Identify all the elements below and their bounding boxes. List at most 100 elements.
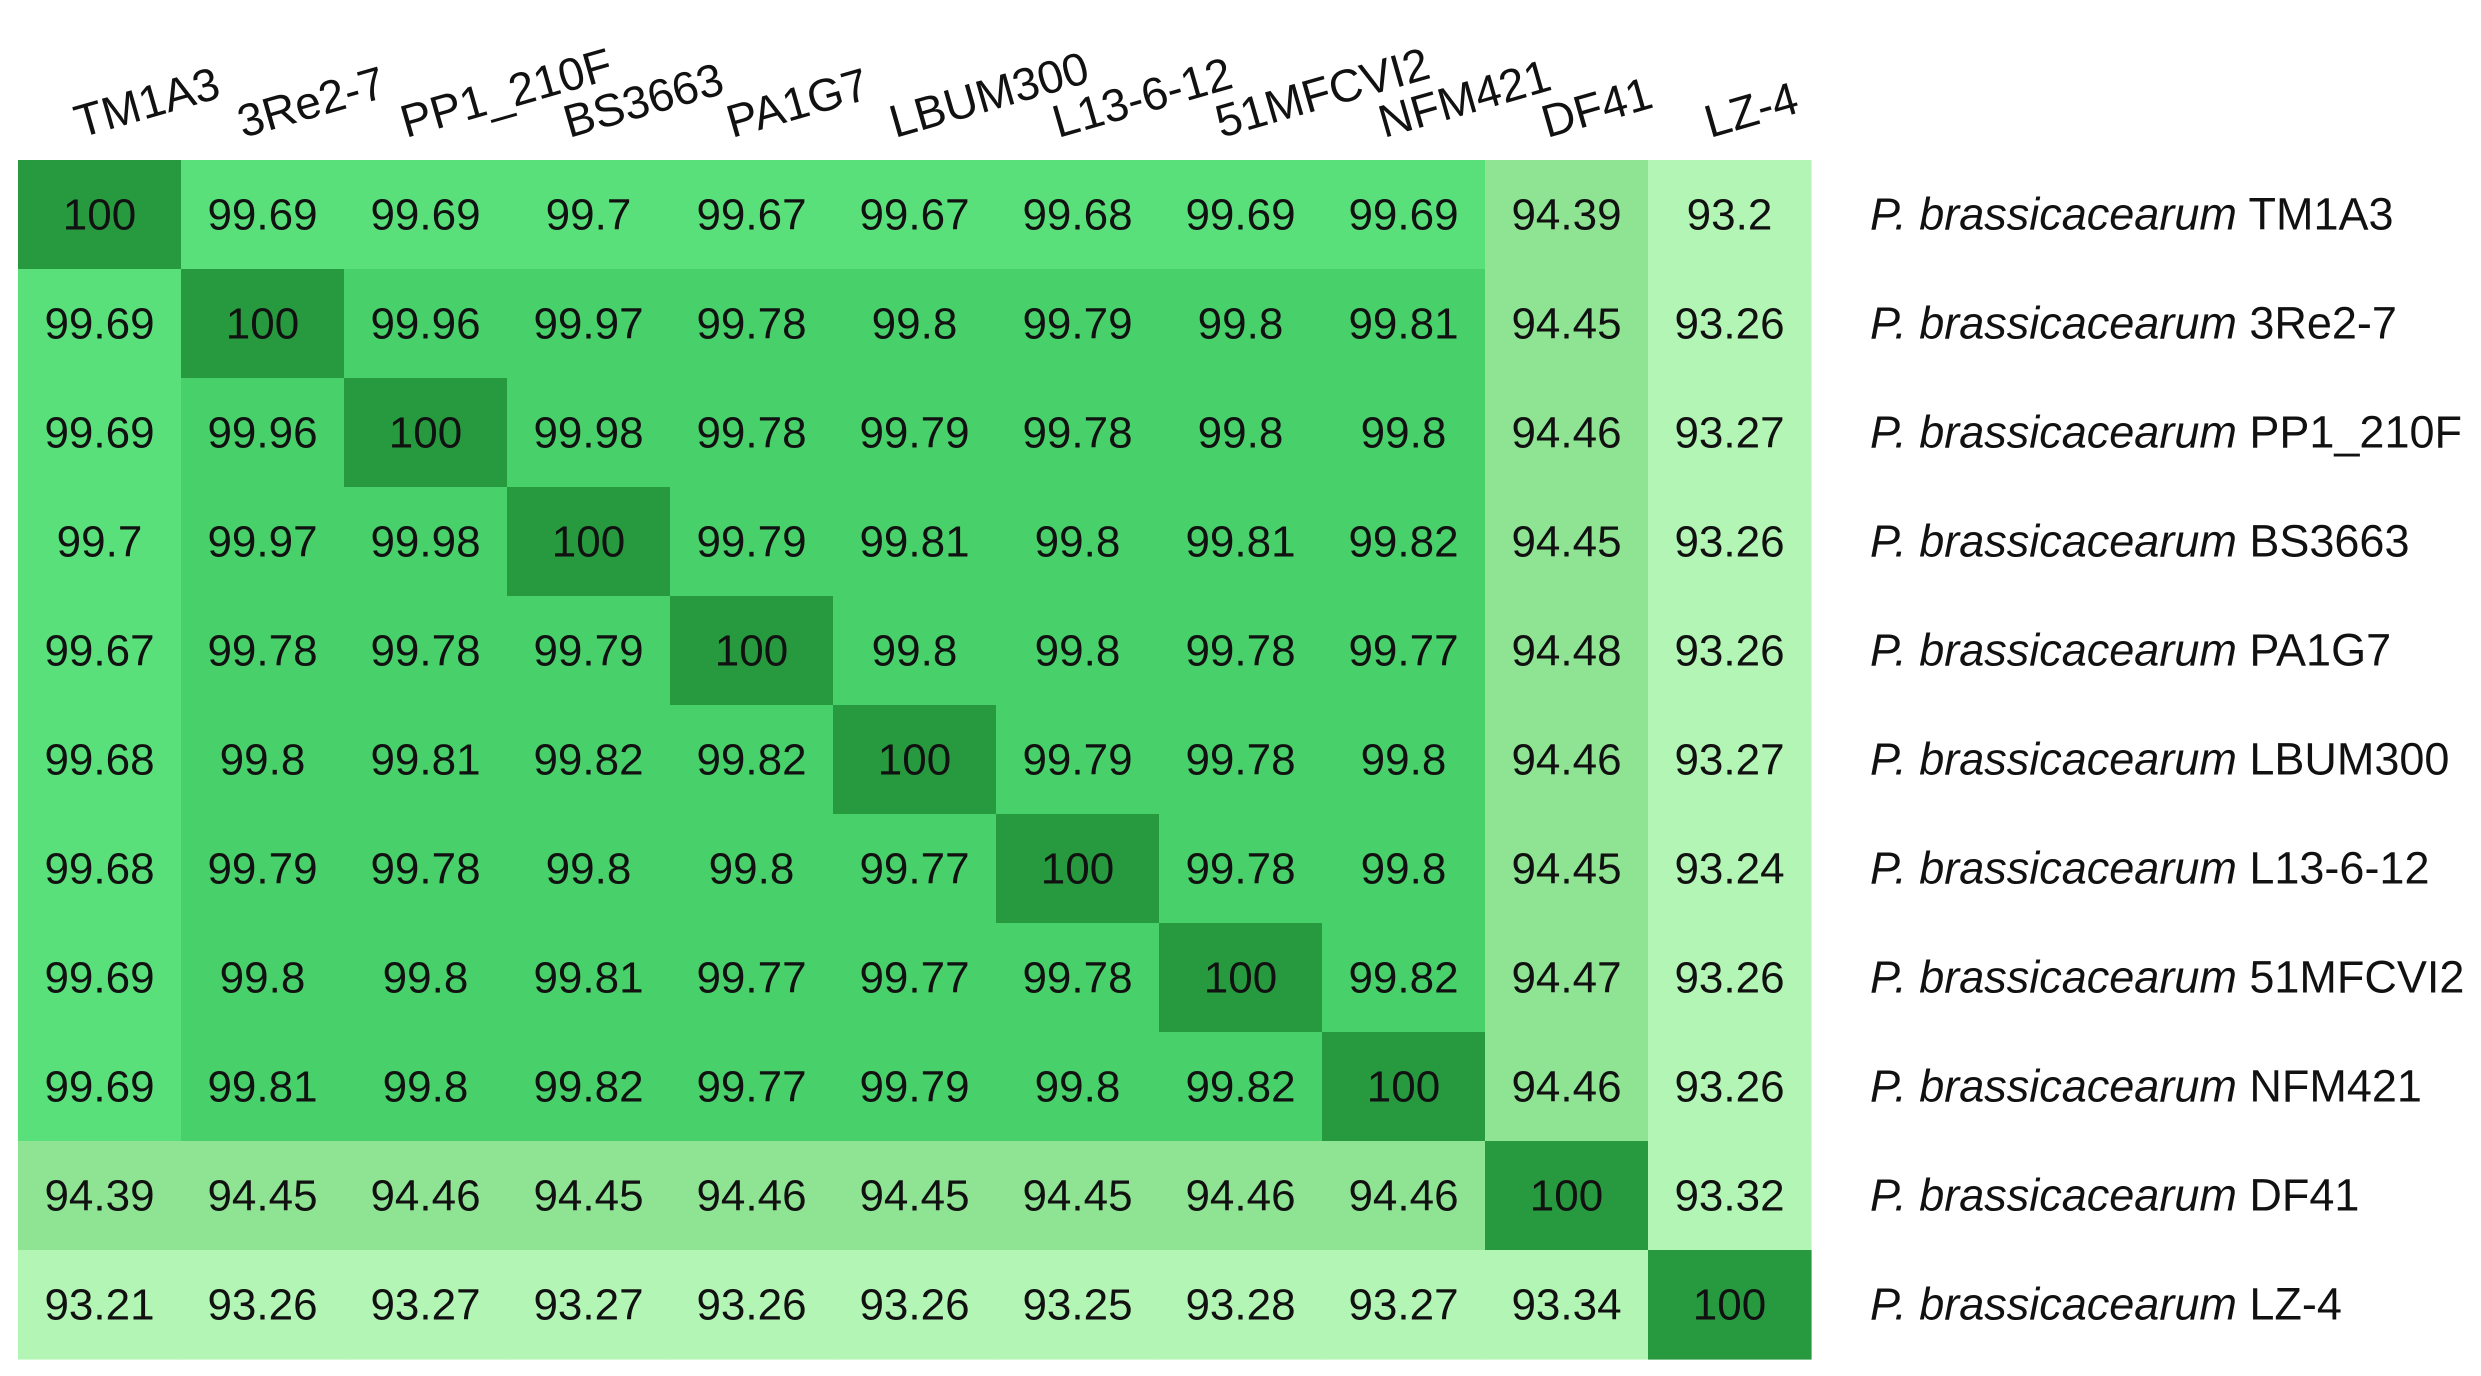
row-label-genus: P. brassicacearum	[1870, 734, 2237, 785]
cell-value: 99.98	[370, 518, 480, 567]
heatmap-cell	[1322, 1141, 1486, 1251]
cell-value: 93.32	[1674, 1172, 1784, 1221]
heatmap-cell	[344, 814, 508, 924]
cell-value: 99.68	[1022, 191, 1132, 240]
heatmap-cell	[18, 596, 182, 706]
cell-value: 94.45	[1022, 1172, 1132, 1221]
cell-value: 100	[1041, 845, 1114, 894]
heatmap-cell	[1322, 487, 1486, 597]
cell-value: 93.27	[1674, 736, 1784, 785]
cell-value: 99.78	[1185, 627, 1295, 676]
cell-value: 99.8	[1035, 627, 1121, 676]
heatmap-cell	[181, 596, 345, 706]
row-label-strain: L13-6-12	[2237, 843, 2430, 894]
heatmap-cell	[181, 487, 345, 597]
row-label-strain: DF41	[2237, 1170, 2360, 1221]
cell-value: 99.69	[44, 954, 154, 1003]
heatmap-cell	[18, 160, 182, 270]
cell-value: 100	[63, 191, 136, 240]
heatmap-cell	[1485, 269, 1649, 379]
heatmap-cell	[1322, 923, 1486, 1033]
heatmap-cell	[996, 269, 1160, 379]
heatmap-cell	[996, 705, 1160, 815]
heatmap-cell	[1159, 1141, 1323, 1251]
heatmap-cell	[670, 160, 834, 270]
heatmap-cell	[1485, 705, 1649, 815]
heatmap-cell	[670, 923, 834, 1033]
heatmap-cell	[996, 487, 1160, 597]
heatmap-cell	[18, 1141, 182, 1251]
cell-value: 99.8	[1035, 518, 1121, 567]
heatmap-cell	[1159, 705, 1323, 815]
heatmap-cell	[1485, 1141, 1649, 1251]
heatmap-cell	[344, 923, 508, 1033]
heatmap-cells: 100 99.69 99.69 99.7 99.67 99.67 99.68 99.69 99.…	[18, 160, 1812, 1360]
cell-value: 99.8	[872, 300, 958, 349]
heatmap-cell	[833, 378, 997, 488]
heatmap-cell	[833, 1032, 997, 1142]
cell-value: 99.82	[696, 736, 806, 785]
cell-value: 100	[878, 736, 951, 785]
cell-value: 99.69	[207, 191, 317, 240]
row-label-strain: NFM421	[2237, 1061, 2422, 1112]
cell-value: 94.46	[1511, 736, 1621, 785]
cell-value: 99.67	[696, 191, 806, 240]
heatmap-cell	[833, 814, 997, 924]
heatmap-cell	[1159, 923, 1323, 1033]
heatmap-cell	[833, 596, 997, 706]
cell-value: 100	[226, 300, 299, 349]
cell-value: 99.68	[44, 845, 154, 894]
heatmap-cell	[507, 1032, 671, 1142]
heatmap-cell	[344, 160, 508, 270]
heatmap-cell	[181, 923, 345, 1033]
heatmap-cell	[996, 923, 1160, 1033]
cell-value: 100	[1530, 1172, 1603, 1221]
cell-value: 99.81	[859, 518, 969, 567]
heatmap-cell	[1322, 378, 1486, 488]
cell-value: 100	[389, 409, 462, 458]
row-label-strain: LBUM300	[2237, 734, 2450, 785]
heatmap-cell	[18, 487, 182, 597]
cell-value: 99.8	[1198, 409, 1284, 458]
cell-value: 99.69	[44, 409, 154, 458]
heatmap-cell	[344, 1032, 508, 1142]
cell-value: 99.8	[546, 845, 632, 894]
cell-value: 93.28	[1185, 1281, 1295, 1330]
heatmap-cell	[1159, 269, 1323, 379]
cell-value: 93.26	[1674, 954, 1784, 1003]
heatmap-cell	[344, 705, 508, 815]
cell-value: 93.27	[1348, 1281, 1458, 1330]
heatmap-cell	[344, 269, 508, 379]
heatmap-cell	[181, 378, 345, 488]
row-label-genus: P. brassicacearum	[1870, 1061, 2237, 1112]
row-labels: P. brassicacearum TM1A3 P. brassicacearum…	[1870, 189, 2464, 1330]
cell-value: 99.77	[859, 954, 969, 1003]
heatmap-cell	[1485, 814, 1649, 924]
cell-value: 99.8	[383, 954, 469, 1003]
cell-value: 99.79	[207, 845, 317, 894]
row-label: P. brassicacearum TM1A3	[1870, 189, 2394, 240]
heatmap-cell	[507, 923, 671, 1033]
cell-value: 99.78	[696, 300, 806, 349]
row-label: P. brassicacearum DF41	[1870, 1170, 2359, 1221]
heatmap-cell	[181, 1032, 345, 1142]
row-label-genus: P. brassicacearum	[1870, 298, 2237, 349]
cell-value: 93.27	[533, 1281, 643, 1330]
heatmap-cell	[996, 1141, 1160, 1251]
cell-value: 93.27	[1674, 409, 1784, 458]
heatmap-cell	[670, 1141, 834, 1251]
heatmap-cell	[1648, 814, 1812, 924]
heatmap-cell	[18, 923, 182, 1033]
heatmap-cell	[507, 1141, 671, 1251]
cell-value: 99.78	[1022, 409, 1132, 458]
cell-value: 99.78	[696, 409, 806, 458]
cell-value: 94.46	[1185, 1172, 1295, 1221]
heatmap-cell	[344, 1141, 508, 1251]
heatmap-cell	[507, 160, 671, 270]
heatmap-cell	[670, 705, 834, 815]
cell-value: 99.96	[370, 300, 480, 349]
cell-value: 99.69	[1348, 191, 1458, 240]
heatmap-cell	[1648, 1032, 1812, 1142]
cell-value: 99.81	[370, 736, 480, 785]
